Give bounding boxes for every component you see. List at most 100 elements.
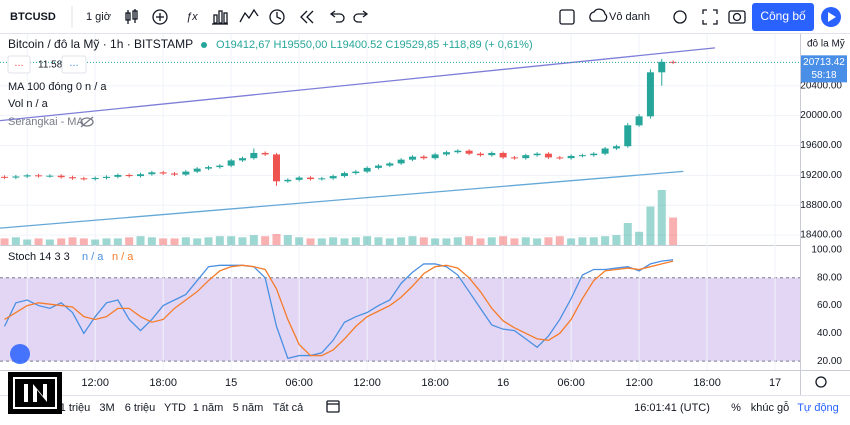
redo-icon[interactable]: [353, 10, 369, 23]
publish-button[interactable]: [752, 3, 814, 31]
volume-bar: [170, 238, 179, 245]
range-button[interactable]: Tất cả: [273, 402, 304, 414]
volume-bar: [510, 238, 519, 245]
compare-icon[interactable]: [152, 9, 168, 25]
range-button[interactable]: 1 triệu: [60, 402, 91, 414]
volume-bar: [295, 237, 304, 245]
volume-bar: [646, 206, 655, 245]
templates-icon[interactable]: [212, 10, 228, 25]
fullscreen-icon[interactable]: [702, 9, 718, 25]
volume-bar: [11, 237, 20, 245]
candle-body: [658, 61, 666, 73]
volume-bar: [521, 237, 530, 245]
volume-bar: [657, 190, 666, 245]
input-value: 11.58: [38, 60, 63, 71]
candle-body: [578, 155, 586, 157]
candle-body: [261, 152, 269, 155]
candle-body: [635, 116, 643, 126]
watermark-logo: [8, 372, 62, 414]
volume-bar: [499, 236, 508, 245]
candle-body: [363, 167, 371, 172]
snapshot-icon[interactable]: [728, 10, 746, 24]
indicators-icon[interactable]: ƒx: [186, 11, 198, 23]
volume-bar: [91, 239, 100, 245]
x-tick-label: 06:00: [557, 377, 585, 389]
time-settings-icon[interactable]: [815, 376, 827, 388]
candle-body: [216, 165, 224, 168]
volume-bar: [272, 234, 281, 245]
volume-bar: [238, 237, 247, 245]
alert-icon[interactable]: [239, 8, 259, 23]
candle-body: [374, 165, 382, 168]
candle-body: [646, 72, 654, 117]
candle-body: [35, 175, 43, 177]
volume-bar: [431, 238, 440, 245]
volume-bar: [351, 237, 360, 245]
layout-icon[interactable]: [559, 9, 575, 25]
cloud-icon[interactable]: [589, 8, 608, 22]
stoch-line: [4, 260, 674, 357]
replay-icon[interactable]: [269, 9, 285, 25]
x-tick-label: 12:00: [81, 377, 109, 389]
candle-body: [352, 171, 360, 174]
volume-bar: [79, 238, 88, 245]
candle-type-icon[interactable]: [125, 9, 138, 24]
candle-body: [476, 153, 484, 156]
candle-body: [306, 177, 314, 180]
volume-bar: [635, 231, 644, 245]
candle-body: [340, 173, 348, 177]
hidden-eye-icon[interactable]: [80, 116, 94, 128]
chart-title: Bitcoin / đô la Mỹ · 1h · BITSTAMP: [8, 37, 193, 51]
scale-option[interactable]: khúc gỗ: [751, 401, 790, 414]
range-button[interactable]: YTD: [164, 402, 186, 414]
candle-body: [193, 168, 201, 172]
range-button[interactable]: 5 năm: [233, 402, 264, 414]
volume-bar: [533, 238, 542, 245]
volume-bar: [397, 237, 406, 245]
interval[interactable]: 1 giờ: [86, 11, 111, 23]
candle-body: [69, 177, 77, 179]
menu-label[interactable]: ...: [14, 57, 23, 69]
candle-body: [23, 175, 31, 177]
menu-button[interactable]: [61, 55, 87, 74]
last-price-label: 20713.42: [803, 57, 845, 68]
stoch-title: Stoch 14 3 3: [8, 251, 70, 263]
range-button[interactable]: 3M: [99, 402, 114, 414]
menu-button[interactable]: [7, 55, 31, 74]
currency-label: đô la Mỹ: [807, 39, 845, 50]
candle-body: [91, 177, 99, 180]
volume-bar: [34, 238, 43, 245]
volume-bar: [476, 238, 485, 245]
candle-body: [137, 174, 145, 177]
candle-body: [544, 153, 552, 158]
volume-bar: [408, 236, 417, 245]
layout-name[interactable]: Vô danh: [609, 11, 650, 23]
settings-icon[interactable]: [673, 10, 687, 24]
top-toolbar: BTCUSD 1 giờ ƒx Vô danh Công bố: [0, 3, 850, 34]
play-icon: [828, 12, 836, 22]
candle-body: [1, 176, 9, 178]
undo-icon[interactable]: [329, 10, 345, 23]
candle-body: [204, 167, 212, 169]
x-tick-label: 18:00: [693, 377, 721, 389]
scale-option[interactable]: %: [731, 402, 741, 414]
x-tick-label: 18:00: [149, 377, 177, 389]
scale-option[interactable]: Tự động: [797, 402, 839, 414]
range-button[interactable]: 6 triệu: [125, 402, 156, 414]
volume-bar: [442, 238, 451, 245]
y-tick-label: 19600.00: [800, 140, 842, 151]
volume-bar: [193, 238, 202, 245]
publish-label[interactable]: Công bố: [760, 9, 806, 23]
logo-n: [33, 384, 47, 402]
calendar-icon[interactable]: [326, 400, 340, 413]
symbol[interactable]: BTCUSD: [10, 11, 56, 23]
candle-body: [238, 158, 246, 161]
volume-bar: [68, 237, 77, 245]
scroll-button[interactable]: [10, 344, 30, 364]
candle-body: [250, 152, 258, 159]
menu-label[interactable]: ...: [69, 57, 78, 69]
range-button[interactable]: 1 năm: [193, 402, 224, 414]
candle-body: [533, 153, 541, 156]
rewind-icon[interactable]: [300, 10, 314, 24]
x-tick-label: 15: [225, 377, 237, 389]
